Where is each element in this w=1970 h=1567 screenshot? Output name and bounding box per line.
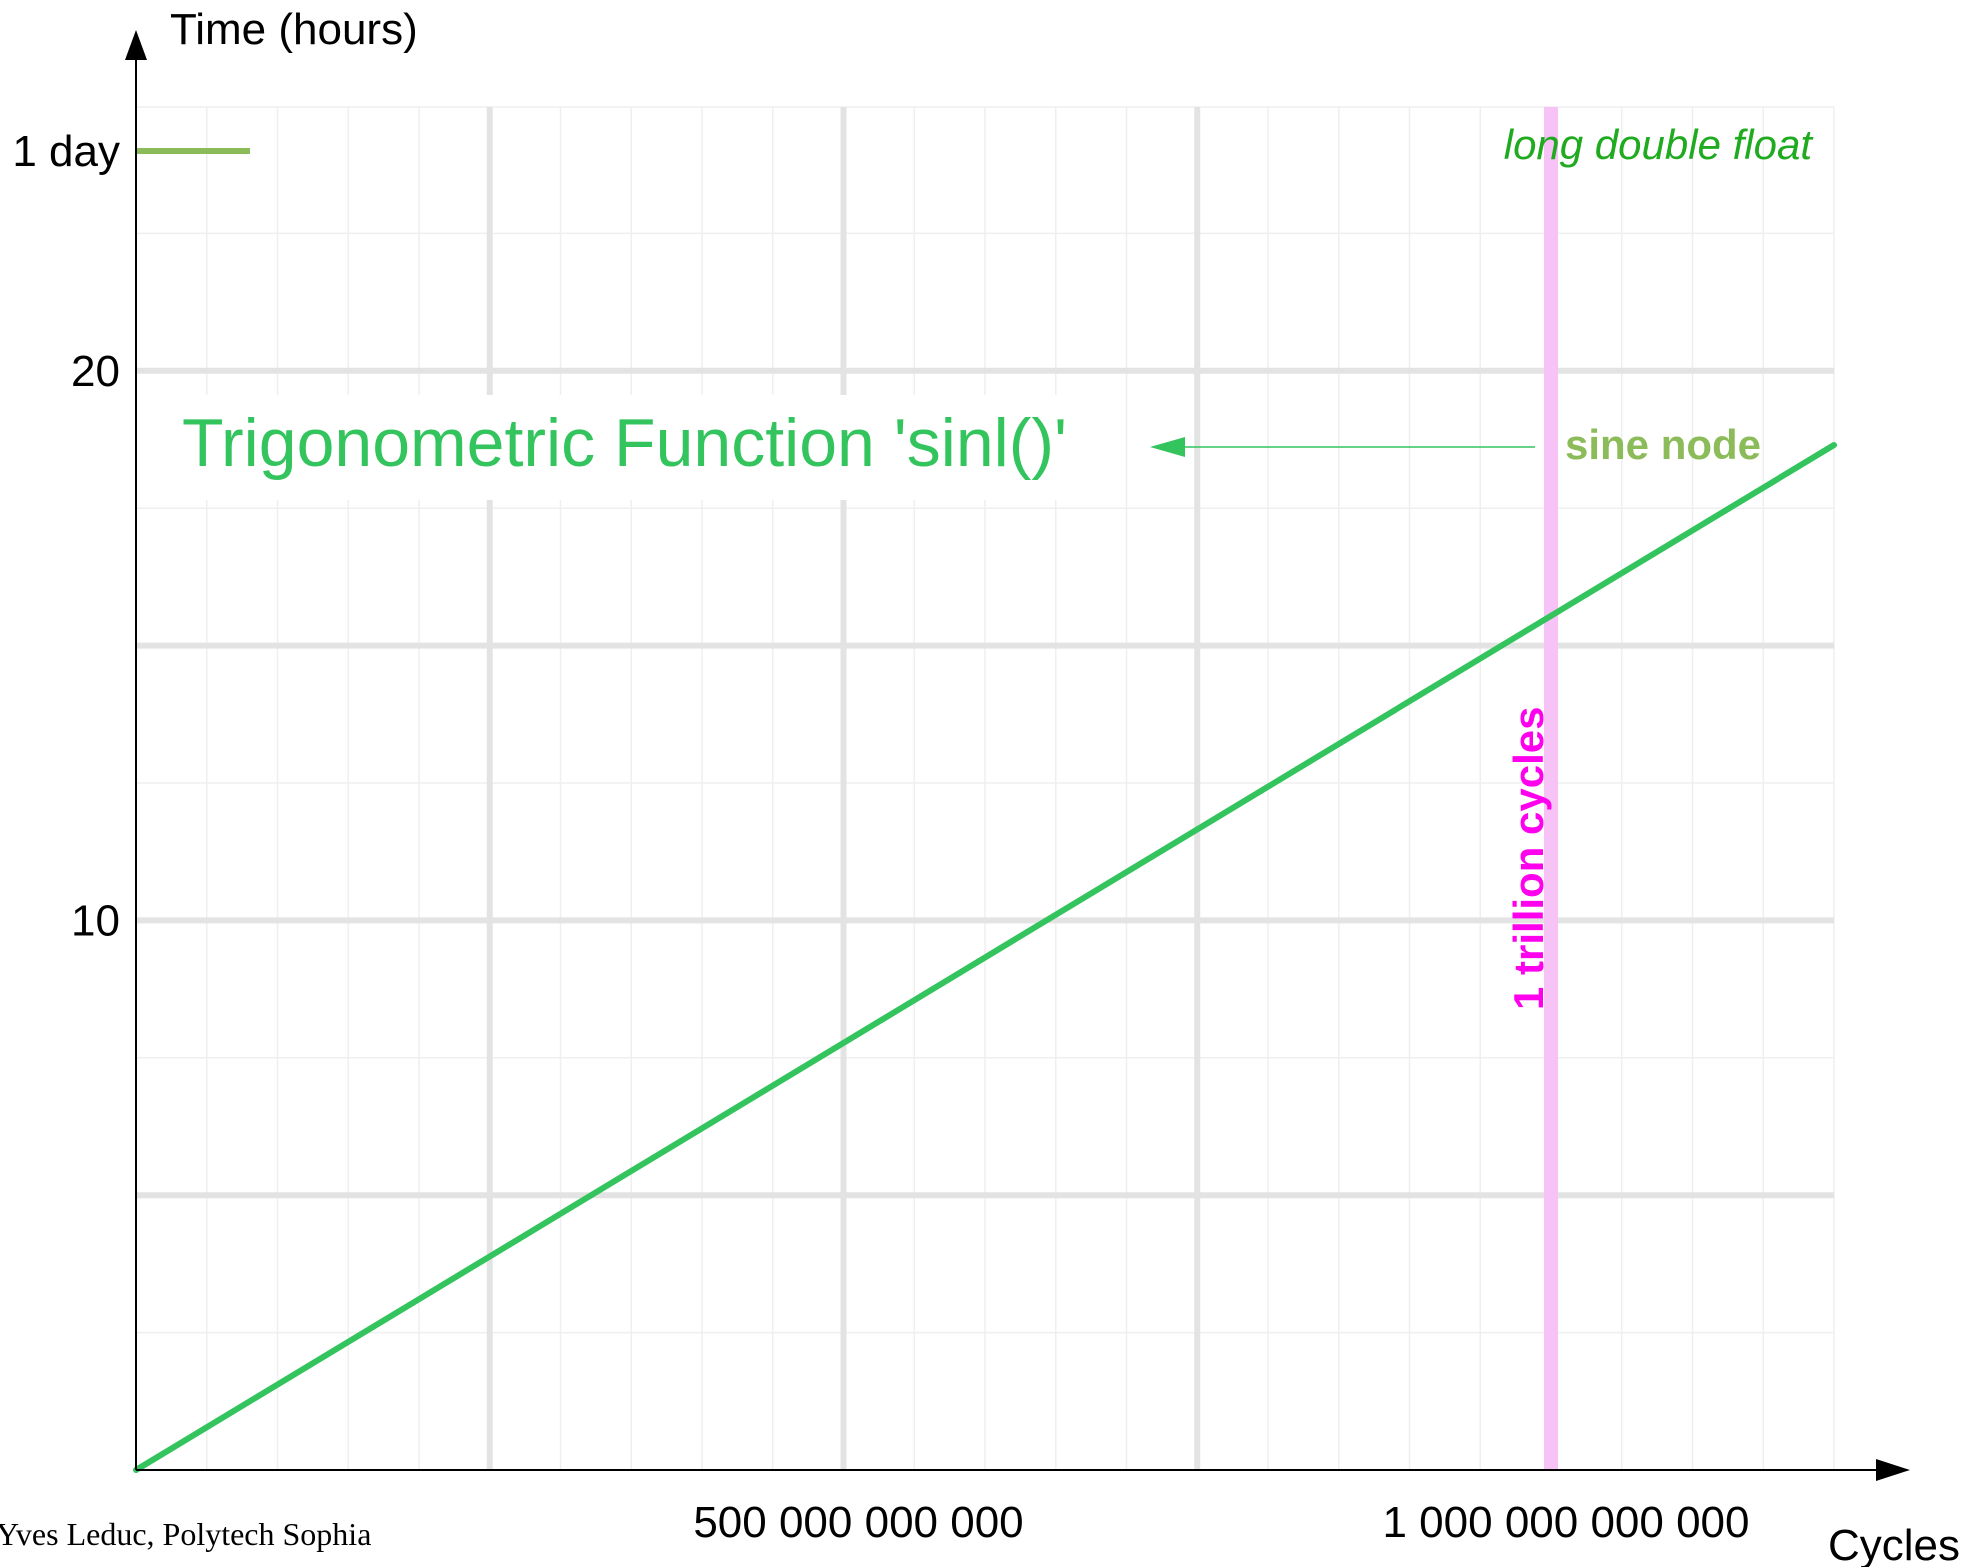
y-tick-label: 10 (71, 896, 120, 945)
x-axis-arrow-icon (1876, 1459, 1910, 1481)
credit-text: Yves Leduc, Polytech Sophia (0, 1516, 371, 1552)
title-background (150, 395, 1110, 500)
one-trillion-reference-line (1544, 107, 1558, 1470)
x-axis-label: Cycles (1828, 1521, 1960, 1567)
y-tick-label: 20 (71, 347, 120, 396)
x-tick-label: 500 000 000 000 (693, 1498, 1023, 1547)
series-label: sine node (1565, 421, 1761, 468)
y-axis-label: Time (hours) (170, 5, 418, 54)
tick-labels: 10 20 1 day 500 000 000 000 1 000 000 000 00… (12, 127, 1749, 1547)
annotation-arrow-icon (1150, 437, 1185, 457)
precision-label: long double float (1504, 121, 1815, 168)
series-line (133, 442, 1837, 1473)
reference-line-label: 1 trillion cycles (1505, 707, 1552, 1010)
y-axis-arrow-icon (125, 30, 147, 60)
function-title: Trigonometric Function 'sinl()' (182, 405, 1067, 481)
grid-minor (136, 106, 1835, 1470)
y-tick-label: 1 day (12, 127, 120, 176)
series-layer (133, 442, 1837, 1473)
x-tick-label: 1 000 000 000 000 (1382, 1498, 1749, 1547)
